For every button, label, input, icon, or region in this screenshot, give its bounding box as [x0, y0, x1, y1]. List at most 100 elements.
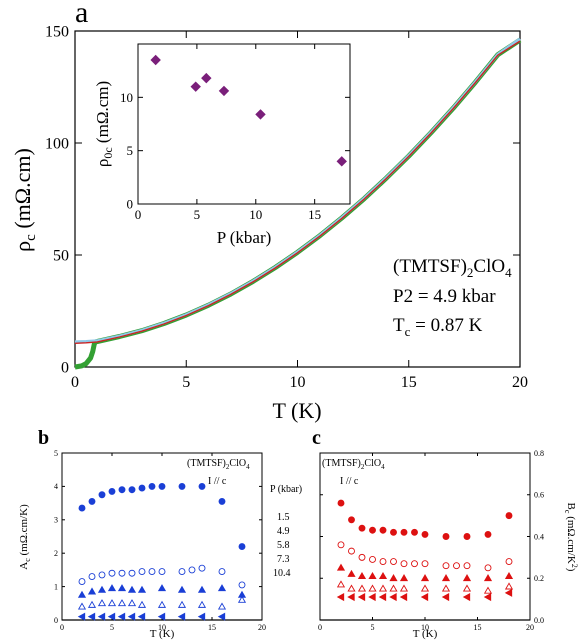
data-point: [87, 600, 97, 608]
y-tick-label: 100: [45, 136, 69, 153]
y-tick-label: 0.2: [534, 574, 544, 583]
x-tick-label: 10: [290, 374, 306, 391]
data-point: [218, 497, 226, 505]
y-tick-label: 50: [53, 248, 69, 265]
panel-c-xlabel: T (K): [413, 628, 438, 640]
y-tick-label: 0.6: [534, 491, 544, 500]
pressure-label: P2 = 4.9 kbar: [393, 286, 496, 307]
y-tick-label: 5: [54, 449, 58, 458]
data-point: [148, 568, 156, 576]
data-point: [463, 533, 471, 540]
y-tick-label: 0.8: [534, 449, 544, 458]
data-point: [399, 584, 409, 592]
data-point: [442, 533, 450, 540]
data-point: [88, 497, 96, 505]
data-point: [138, 568, 146, 576]
data-point: [197, 612, 206, 621]
data-point: [138, 484, 146, 492]
data-point: [399, 574, 409, 582]
data-point: [348, 547, 355, 555]
panel-a-ylabel: ρc (mΩ.cm): [10, 148, 39, 252]
data-point: [201, 72, 212, 84]
data-point: [336, 563, 346, 571]
data-point: [337, 499, 345, 507]
data-point: [358, 524, 366, 532]
data-point: [348, 516, 355, 524]
x-tick-label: 10: [421, 623, 429, 632]
data-point: [421, 560, 429, 568]
y-tick-label: 4: [54, 482, 58, 491]
y-tick-label: 5: [127, 143, 134, 158]
y-tick-label: 0.0: [534, 616, 544, 625]
x-tick-label: 0: [71, 374, 79, 391]
data-point: [238, 581, 246, 589]
data-point: [97, 585, 107, 593]
data-point: [150, 54, 161, 66]
legend-entry: 5.8: [277, 540, 290, 551]
data-point: [87, 587, 97, 595]
data-point: [98, 571, 106, 579]
data-point: [389, 584, 398, 592]
data-point: [217, 602, 227, 610]
data-point: [358, 553, 366, 561]
data-point: [442, 562, 450, 570]
x-tick-label: 5: [371, 623, 375, 632]
data-point: [378, 592, 387, 602]
data-point: [128, 569, 136, 577]
data-point: [128, 486, 136, 494]
data-point: [198, 564, 206, 572]
data-point: [368, 592, 376, 602]
data-point: [504, 588, 513, 597]
panel-label-a: a: [75, 0, 88, 29]
x-tick-label: 5: [110, 623, 114, 632]
data-point: [390, 558, 397, 565]
data-point: [127, 585, 137, 593]
inset-chart: 0 5 10 15 0 5 10 P (kbar) ρ0c (mΩ.cm): [93, 43, 351, 247]
inset-ticks: 0 5 10 15 0 5 10: [120, 44, 350, 222]
inset-frame: [137, 43, 351, 205]
compound-label-b: (TMTSF)2ClO4: [187, 458, 250, 471]
data-point: [117, 599, 127, 607]
data-point: [378, 584, 388, 592]
data-point: [463, 562, 471, 570]
inset-points: [150, 54, 347, 167]
data-point: [108, 569, 116, 577]
data-point: [420, 592, 429, 602]
data-point: [98, 491, 106, 499]
legend-entry: 10.4: [273, 568, 291, 579]
x-tick-label: 5: [194, 207, 201, 222]
x-tick-label: 15: [474, 623, 482, 632]
data-point: [177, 612, 186, 621]
tc-label: Tc = 0.87 K: [393, 315, 483, 339]
data-point: [357, 584, 367, 592]
data-point: [218, 568, 226, 576]
data-point: [88, 573, 96, 581]
data-point: [197, 600, 207, 608]
x-tick-label: 0: [60, 623, 64, 632]
data-point: [411, 560, 418, 568]
data-point: [238, 543, 246, 550]
data-point: [484, 530, 492, 538]
data-point: [107, 612, 116, 621]
data-point: [462, 592, 471, 602]
x-tick-label: 0: [318, 623, 322, 632]
y-tick-label: 0: [127, 197, 134, 212]
data-point: [453, 562, 460, 570]
x-tick-label: 0: [135, 207, 142, 222]
panel-label-c: c: [312, 427, 321, 449]
current-label-b: I // c: [208, 476, 227, 487]
data-point: [78, 578, 86, 586]
x-tick-label: 10: [158, 623, 166, 632]
data-point: [188, 566, 196, 574]
data-point: [441, 584, 451, 592]
data-point: [77, 612, 86, 621]
data-point: [390, 528, 397, 536]
data-point: [78, 504, 86, 512]
current-label-c: I // c: [340, 476, 359, 487]
y-tick-label: 150: [45, 24, 69, 41]
data-point: [369, 556, 376, 563]
data-point: [400, 560, 408, 568]
data-point: [357, 571, 367, 580]
data-point: [368, 584, 377, 592]
